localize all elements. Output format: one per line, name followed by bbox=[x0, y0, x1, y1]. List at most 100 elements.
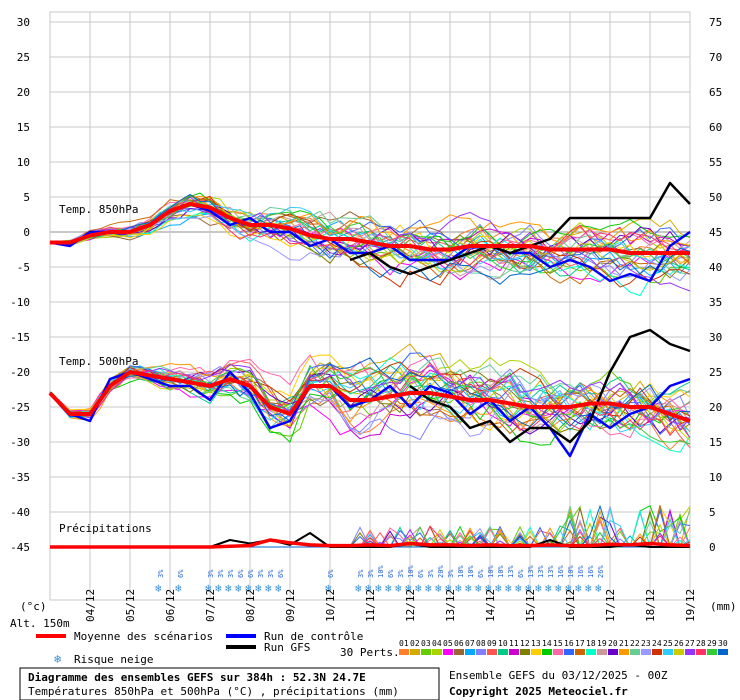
pert-color-swatch bbox=[641, 649, 651, 655]
left-tick-label: 20 bbox=[17, 86, 30, 99]
plot-frame bbox=[49, 11, 691, 601]
pert-color-swatch bbox=[586, 649, 596, 655]
snow-risk-percent: 10% bbox=[407, 565, 415, 578]
pert-t500-line-7 bbox=[49, 365, 691, 439]
pert-color-swatch bbox=[410, 649, 420, 655]
pert-color-swatch bbox=[498, 649, 508, 655]
pert-color-swatch bbox=[421, 649, 431, 655]
label-precip: Précipitations bbox=[59, 522, 152, 535]
pert-number: 16 bbox=[564, 639, 574, 648]
snow-risk-percent: 13% bbox=[547, 565, 555, 578]
perturbation-legend: 01 02 03 04 05 06 07 08 09 10 11 12 13 14 15 16 17 18 19 20… bbox=[399, 639, 728, 655]
snowflake-icon: ❄ bbox=[505, 582, 512, 595]
footer-run-info: Ensemble GEFS du 03/12/2025 - 00Z bbox=[449, 669, 668, 682]
snow-risk-percent: 3% bbox=[397, 569, 405, 578]
pert-t850-line-23 bbox=[49, 215, 691, 282]
pert-number: 27 bbox=[685, 639, 695, 648]
label-t850: Temp. 850hPa bbox=[59, 203, 138, 216]
x-tick-label: 18/12 bbox=[644, 589, 657, 622]
footer-copyright: Copyright 2025 Meteociel.fr bbox=[449, 685, 628, 698]
pert-color-swatch bbox=[443, 649, 453, 655]
pert-number: 09 bbox=[487, 639, 497, 648]
right-tick-label: 40 bbox=[709, 261, 722, 274]
pert-t850-line-17 bbox=[49, 194, 691, 285]
pert-t500-line-30 bbox=[49, 357, 691, 428]
pert-color-swatch bbox=[575, 649, 585, 655]
pert-color-swatch bbox=[707, 649, 717, 655]
pert-number: 14 bbox=[542, 639, 552, 648]
x-tick-label: 04/12 bbox=[84, 589, 97, 622]
snowflake-icon: ❄ bbox=[465, 582, 472, 595]
main-lines bbox=[48, 181, 691, 549]
snow-risk-percent: 6% bbox=[517, 569, 525, 578]
snow-risk-percent: 10% bbox=[487, 565, 495, 578]
right-tick-label: 55 bbox=[709, 156, 722, 169]
pert-number: 18 bbox=[586, 639, 596, 648]
right-axis-unit: (mm) bbox=[710, 600, 737, 613]
pert-number: 21 bbox=[619, 639, 629, 648]
pert-number: 06 bbox=[454, 639, 464, 648]
label-t500: Temp. 500hPa bbox=[59, 355, 138, 368]
legend-gfs-label: Run GFS bbox=[264, 641, 310, 654]
snowflake-icon: ❄ bbox=[575, 582, 582, 595]
right-tick-label: 30 bbox=[709, 331, 722, 344]
snowflake-icon: ❄ bbox=[595, 582, 602, 595]
snowflake-icon: ❄ bbox=[525, 582, 532, 595]
mean-t850-line bbox=[50, 202, 690, 255]
grid bbox=[49, 11, 691, 601]
pert-color-swatch bbox=[674, 649, 684, 655]
snow-risk-percent: 3% bbox=[267, 569, 275, 578]
x-tick-label: 09/12 bbox=[284, 589, 297, 622]
right-tick-label: 45 bbox=[709, 226, 722, 239]
snow-risk-percent: 6% bbox=[387, 569, 395, 578]
snowflake-icon: ❄ bbox=[375, 582, 382, 595]
right-tick-label: 60 bbox=[709, 121, 722, 134]
snow-risk-percent: 26% bbox=[597, 565, 605, 578]
snow-risk-percent: 16% bbox=[587, 565, 595, 578]
snowflake-icon: ❄ bbox=[325, 582, 332, 595]
snow-risk-percent: 10% bbox=[567, 565, 575, 578]
snowflake-icon: ❄ bbox=[515, 582, 522, 595]
pert-t850-line-18 bbox=[49, 212, 691, 297]
snow-risk-percent: 10% bbox=[497, 565, 505, 578]
pert-number: 13 bbox=[531, 639, 541, 648]
pert-number: 20 bbox=[608, 639, 618, 648]
gfs-t500-line bbox=[409, 328, 691, 444]
pert-number: 26 bbox=[674, 639, 684, 648]
snow-risk-percent: 3% bbox=[227, 569, 235, 578]
x-tick-label: 13/12 bbox=[444, 589, 457, 622]
left-axis-unit: (°c) bbox=[20, 600, 47, 613]
left-tick-label: -20 bbox=[10, 366, 30, 379]
x-tick-label: 06/12 bbox=[164, 589, 177, 622]
pert-t500-line-27 bbox=[49, 364, 691, 431]
left-tick-label: -5 bbox=[17, 261, 30, 274]
snowflake-icon: ❄ bbox=[435, 582, 442, 595]
pert-color-swatch bbox=[509, 649, 519, 655]
pert-number: 15 bbox=[553, 639, 563, 648]
pert-number: 29 bbox=[707, 639, 717, 648]
snowflake-icon: ❄ bbox=[175, 582, 182, 595]
snow-risk-percent: 3% bbox=[427, 569, 435, 578]
chart-title: Diagramme des ensembles GEFS sur 384h : … bbox=[28, 671, 366, 684]
left-tick-label: -15 bbox=[10, 331, 30, 344]
snow-risk-percent: 3% bbox=[357, 569, 365, 578]
legend-perts-label: 30 Perts. bbox=[340, 646, 400, 659]
pert-t850-line-30 bbox=[49, 193, 691, 285]
snowflake-icon: ❄ bbox=[565, 582, 572, 595]
snow-risk-percent: 10% bbox=[377, 565, 385, 578]
pert-color-swatch bbox=[520, 649, 530, 655]
left-tick-label: -10 bbox=[10, 296, 30, 309]
snow-risk-percent: 13% bbox=[537, 565, 545, 578]
snow-risk-percent: 3% bbox=[157, 569, 165, 578]
right-tick-label: 15 bbox=[709, 436, 722, 449]
tick-labels: 302520151050-5-10-15-20-25-30-35-40-4575… bbox=[10, 16, 722, 622]
snow-risk-percent: 10% bbox=[467, 565, 475, 578]
snowflake-icon: ❄ bbox=[485, 582, 492, 595]
snow-risk-percent: 6% bbox=[417, 569, 425, 578]
x-tick-label: 10/12 bbox=[324, 589, 337, 622]
left-tick-label: 5 bbox=[23, 191, 30, 204]
pert-color-swatch bbox=[542, 649, 552, 655]
snow-risk-percent: 6% bbox=[277, 569, 285, 578]
pert-color-swatch bbox=[597, 649, 607, 655]
snow-risk-percent: 3% bbox=[447, 569, 455, 578]
